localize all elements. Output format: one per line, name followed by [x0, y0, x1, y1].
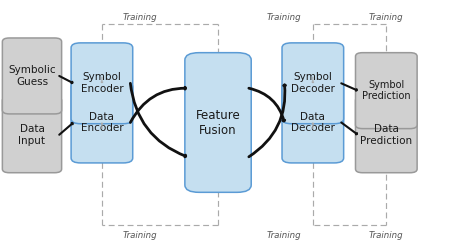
Text: Feature
Fusion: Feature Fusion: [196, 109, 240, 136]
Text: Data
Input: Data Input: [18, 124, 46, 146]
FancyBboxPatch shape: [185, 53, 251, 192]
Text: Training: Training: [267, 13, 302, 22]
FancyBboxPatch shape: [282, 82, 344, 163]
Text: Data
Encoder: Data Encoder: [81, 112, 123, 133]
Text: Symbolic
Guess: Symbolic Guess: [8, 65, 56, 87]
FancyBboxPatch shape: [282, 43, 344, 124]
Text: Training: Training: [369, 13, 404, 22]
Text: Training: Training: [122, 13, 157, 22]
Text: Symbol
Decoder: Symbol Decoder: [291, 73, 335, 94]
FancyBboxPatch shape: [356, 53, 417, 129]
Text: Training: Training: [369, 231, 404, 240]
Text: Training: Training: [267, 231, 302, 240]
Text: Data
Prediction: Data Prediction: [360, 124, 412, 146]
Text: Symbol
Prediction: Symbol Prediction: [362, 80, 410, 101]
FancyBboxPatch shape: [2, 97, 62, 173]
Text: Symbol
Encoder: Symbol Encoder: [81, 73, 123, 94]
Text: Training: Training: [122, 231, 157, 240]
FancyBboxPatch shape: [71, 82, 133, 163]
FancyBboxPatch shape: [2, 38, 62, 114]
Text: Data
Decoder: Data Decoder: [291, 112, 335, 133]
FancyBboxPatch shape: [356, 97, 417, 173]
FancyBboxPatch shape: [71, 43, 133, 124]
